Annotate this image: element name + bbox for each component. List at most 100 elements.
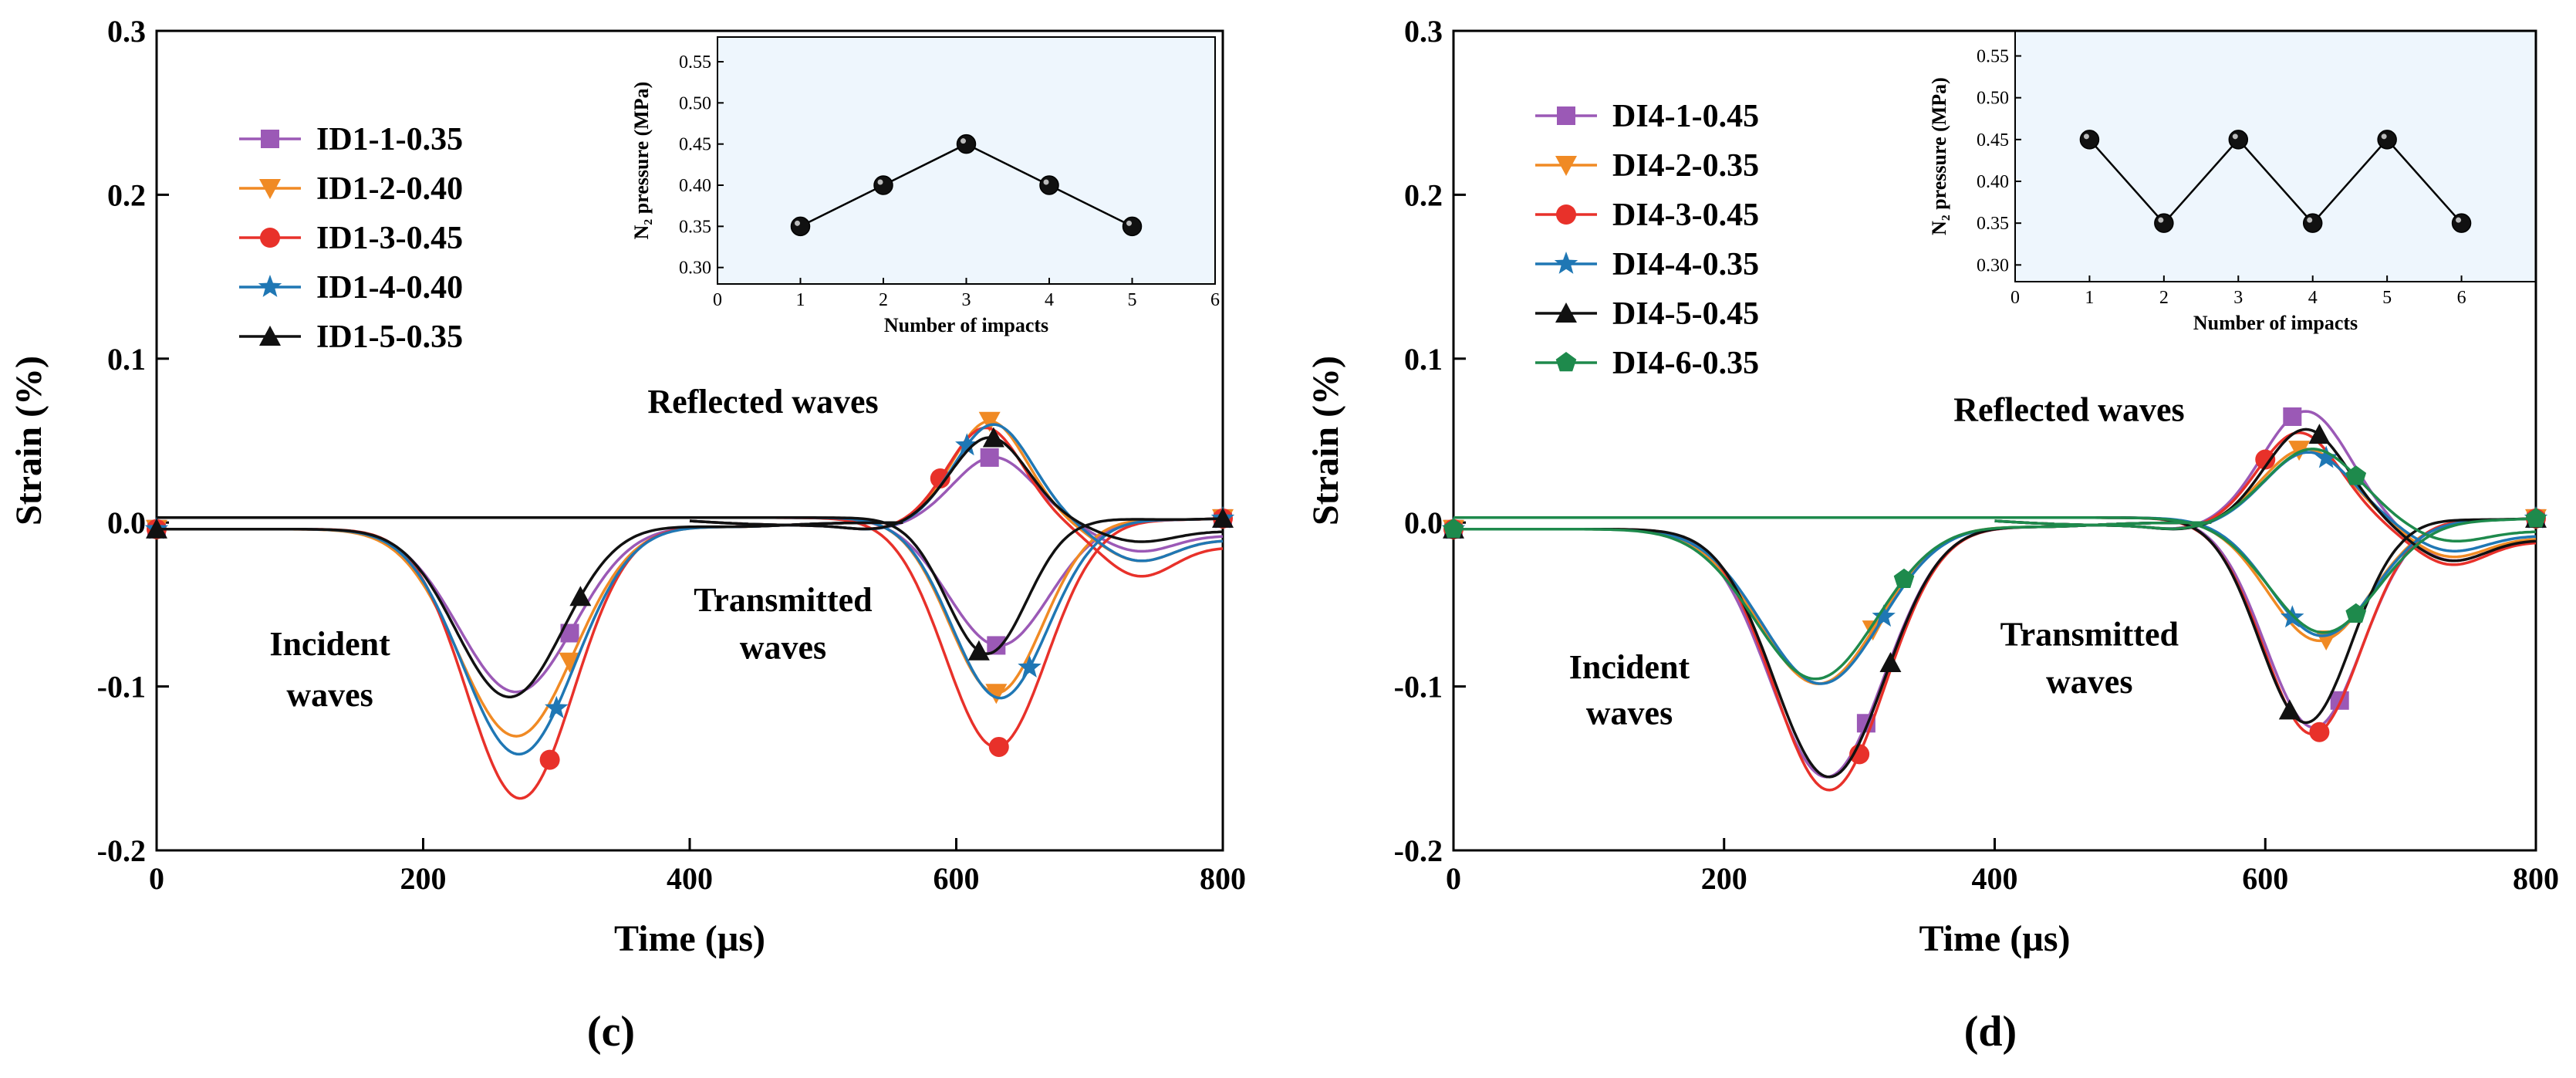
transmitted-wave-line — [157, 516, 1224, 700]
transmitted-wave-marker — [2278, 699, 2301, 720]
inset-y-tick-label: 0.30 — [1977, 255, 2009, 275]
inset-point — [2302, 213, 2323, 233]
legend-label: ID1-1-0.35 — [316, 122, 463, 157]
inset-x-tick-label: 0 — [713, 290, 722, 310]
inset-x-tick-label: 0 — [2010, 288, 2020, 308]
transmitted-wave-marker — [985, 684, 1008, 705]
inset-x-tick-label: 6 — [1210, 290, 1220, 310]
x-tick-label: 800 — [2513, 861, 2559, 896]
y-tick-label: 0.2 — [1404, 177, 1443, 212]
series-ID1-5-0.35 — [146, 427, 1234, 698]
inset-y-tick-label: 0.50 — [679, 93, 711, 113]
panel-label: (c) — [587, 1008, 635, 1056]
legend-marker — [1555, 352, 1577, 372]
legend-entry: ID1-5-0.35 — [239, 319, 463, 355]
inset-point-highlight — [877, 179, 883, 185]
y-tick-label: 0.0 — [107, 505, 146, 540]
legend-marker — [260, 228, 280, 248]
annotation: Transmitted — [2000, 616, 2179, 654]
reflected-wave-marker — [2255, 449, 2276, 470]
reflected-wave-line — [689, 436, 1224, 543]
inset-point-highlight — [2456, 217, 2462, 223]
series-DI4-2-0.35 — [1443, 441, 2547, 685]
reflected-wave-line — [1994, 448, 2537, 543]
inset-x-tick-label: 1 — [2085, 288, 2094, 308]
inset-x-tick-label: 5 — [1128, 290, 1137, 310]
annotation: Incident — [1569, 648, 1690, 686]
y-tick-label: 0.0 — [1404, 505, 1443, 540]
reflected-wave-marker — [2345, 465, 2367, 485]
y-tick-label: 0.1 — [107, 342, 146, 377]
inset-y-tick-label: 0.45 — [1977, 130, 2009, 150]
inset-y-tick-label: 0.50 — [1977, 89, 2009, 109]
annotation: Incident — [269, 625, 390, 663]
inset-x-tick-label: 6 — [2457, 288, 2466, 308]
x-tick-label: 600 — [934, 861, 980, 896]
inset-y-tick-label: 0.40 — [1977, 172, 2009, 192]
x-tick-label: 400 — [667, 861, 713, 896]
legend-entry: DI4-4-0.35 — [1535, 247, 1759, 282]
inset-point — [956, 133, 977, 154]
annotation: Reflected waves — [1953, 391, 2184, 429]
transmitted-wave-marker — [988, 736, 1009, 757]
inset-point — [2377, 130, 2397, 150]
legend-marker — [259, 179, 281, 199]
inset-point-highlight — [2232, 133, 2238, 140]
legend-entry: DI4-6-0.35 — [1535, 346, 1759, 381]
inset-point — [2079, 130, 2100, 150]
y-tick-label: -0.2 — [97, 833, 146, 868]
legend-entry: DI4-5-0.45 — [1535, 296, 1759, 332]
reflected-wave-marker — [930, 468, 950, 488]
inset-x-tick-label: 3 — [962, 290, 971, 310]
transmitted-wave-marker — [2345, 603, 2367, 623]
reflected-wave-line — [689, 455, 1224, 553]
inset-y-axis-label: N₂ pressure (MPa) — [630, 82, 653, 240]
inset-y-tick-label: 0.45 — [679, 135, 711, 155]
inset-y-tick-label: 0.35 — [679, 217, 711, 237]
x-tick-label: 400 — [1972, 861, 2018, 896]
legend-marker — [259, 326, 281, 346]
legend-label: DI4-4-0.35 — [1612, 247, 1759, 282]
inset-chart: 0 1 2 3 4 5 6 0.30 0.35 0.40 0.45 0.50 0.55 Number of… — [1928, 47, 2472, 334]
x-tick-label: 200 — [400, 861, 447, 896]
reflected-wave-marker — [955, 433, 979, 456]
x-tick-label: 0 — [149, 861, 164, 896]
legend-label: ID1-2-0.40 — [316, 171, 463, 207]
incident-wave-line — [1453, 521, 2212, 792]
transmitted-wave-marker — [967, 640, 990, 661]
y-tick-label: 0.3 — [107, 14, 146, 49]
inset-point — [1039, 175, 1059, 195]
incident-wave-marker — [539, 749, 560, 770]
inset-point-highlight — [2158, 217, 2164, 223]
inset-point — [1122, 216, 1143, 237]
legend-label: DI4-2-0.35 — [1612, 148, 1759, 184]
series-DI4-3-0.45 — [1443, 431, 2546, 792]
transmitted-wave-marker — [1212, 507, 1234, 528]
inset-y-tick-label: 0.55 — [1977, 47, 2009, 67]
legend-marker — [1557, 106, 1575, 125]
y-tick-label: 0.1 — [1404, 342, 1443, 377]
inset-x-tick-label: 1 — [796, 290, 805, 310]
y-tick-label: -0.1 — [1394, 670, 1443, 705]
series-ID1-3-0.45 — [147, 426, 1233, 800]
y-tick-label: -0.2 — [1394, 833, 1443, 868]
annotation: waves — [286, 676, 373, 714]
chart-panel-1: 0 200 400 600 800 -0.2 -0.1 0.0 0.1 0.2 0.3 Time (µ… — [1305, 14, 2559, 1056]
inset-x-tick-label: 2 — [879, 290, 888, 310]
incident-wave-marker — [545, 695, 569, 718]
inset-frame — [2014, 30, 2537, 282]
inset-y-tick-label: 0.30 — [679, 259, 711, 279]
legend-marker — [1555, 156, 1577, 176]
annotation: waves — [740, 628, 826, 666]
inset-chart: 0 1 2 3 4 5 6 0.30 0.35 0.40 0.45 0.50 0.55 Number of… — [630, 52, 1220, 336]
inset-y-axis-label: N₂ pressure (MPa) — [1928, 77, 1950, 235]
inset-point — [2451, 213, 2472, 233]
legend-entry: ID1-3-0.45 — [239, 221, 463, 256]
legend-marker — [1555, 302, 1577, 323]
y-axis-label: Strain (%) — [1305, 356, 1346, 525]
inset-point — [2228, 130, 2249, 150]
legend-marker — [258, 275, 282, 297]
legend-label: DI4-6-0.35 — [1612, 346, 1759, 381]
inset-point — [790, 216, 811, 237]
